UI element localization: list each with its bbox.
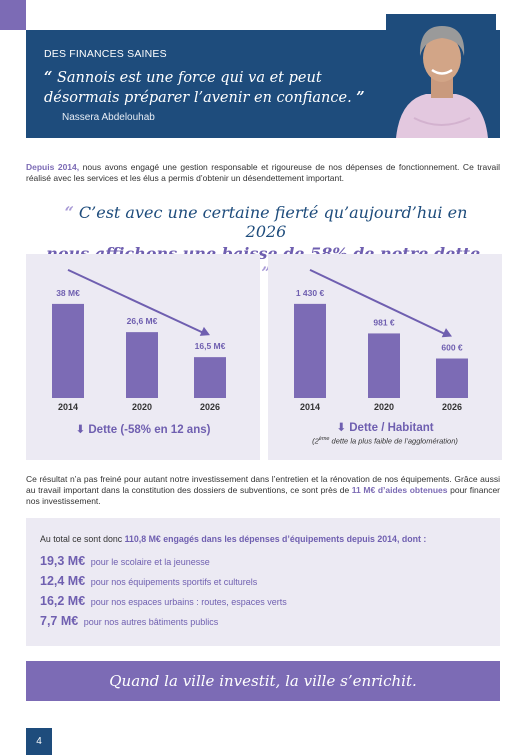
intro-text: nous avons engagé une gestion responsabl… <box>26 162 500 183</box>
trend-arrow-head <box>441 328 452 338</box>
debt-chart-title: Dette (-58% en 12 ans) <box>88 424 211 436</box>
investment-label: pour nos équipements sportifs et culture… <box>90 577 258 587</box>
investment-label: pour le scolaire et la jeunesse <box>90 557 210 567</box>
bar-2014 <box>52 303 84 398</box>
investment-item: 19,3 M€ pour le scolaire et la jeunesse <box>40 554 210 568</box>
data-label: 600 € <box>441 343 463 353</box>
result-paragraph: Ce résultat n’a pas freiné pour autant n… <box>26 474 500 507</box>
debt-per-inhabitant-title: Dette / Habitant <box>349 422 434 434</box>
intro-lead: Depuis 2014, <box>26 162 80 172</box>
trend-arrow-line <box>309 268 447 336</box>
debt-per-inhabitant-caption: ⬇ Dette / Habitant <box>268 420 502 434</box>
tick-label: 2026 <box>442 402 462 412</box>
debt-chart: 38 M€ 2014 26,6 M€ 2020 16,5 M€ 2026 <box>52 268 226 412</box>
debt-per-inhabitant-chart: 1 430 € 2014 981 € 2020 600 € 2026 <box>294 268 468 412</box>
bar-2020 <box>368 333 400 398</box>
investment-label: pour nos espaces urbains : routes, espac… <box>90 597 287 607</box>
highlight-quote-line1: “ C’est avec une certaine fierté qu’aujo… <box>46 203 486 241</box>
highlight-quote-close: ” <box>261 263 271 282</box>
investment-amount: 7,7 M€ <box>40 614 79 628</box>
intro-paragraph: Depuis 2014, nous avons engagé une gesti… <box>26 162 500 184</box>
result-strong: 11 M€ d’aides obtenues <box>351 485 448 495</box>
investment-item: 7,7 M€ pour nos autres bâtiments publics <box>40 614 218 628</box>
tick-label: 2026 <box>200 402 220 412</box>
investment-amount: 12,4 M€ <box>40 574 86 588</box>
down-arrow-icon: ⬇ <box>75 424 86 436</box>
closing-banner: Quand la ville investit, la ville s’enri… <box>26 661 500 701</box>
highlight-quote-line1-text: C’est avec une certaine fierté qu’aujour… <box>78 203 468 241</box>
down-arrow-icon: ⬇ <box>336 422 347 434</box>
bar-2026 <box>194 357 226 398</box>
section-kicker: DES FINANCES SAINES <box>44 48 167 60</box>
bar-2020 <box>126 332 158 398</box>
data-label: 26,6 M€ <box>127 316 158 326</box>
bar-2026 <box>436 358 468 398</box>
investment-label: pour nos autres bâtiments publics <box>83 617 219 627</box>
tick-label: 2014 <box>300 402 320 412</box>
investment-amount: 16,2 M€ <box>40 594 86 608</box>
investment-item: 16,2 M€ pour nos espaces urbains : route… <box>40 594 287 608</box>
result-text: Ce résultat n’a pas freiné pour autant n… <box>26 474 500 495</box>
data-label: 981 € <box>373 317 395 327</box>
investment-totals-box: Au total ce sont donc 110,8 M€ engagés d… <box>26 518 500 646</box>
data-label: 16,5 M€ <box>195 341 226 351</box>
bar-2014 <box>294 303 326 398</box>
data-label: 1 430 € <box>296 288 325 298</box>
subtitle-rank-suffix: ème <box>318 436 330 442</box>
trend-arrow-head <box>199 326 210 336</box>
tick-label: 2020 <box>374 402 394 412</box>
highlight-quote-open: “ <box>64 203 74 222</box>
subtitle-text: dette la plus faible de l’agglomération <box>329 436 456 446</box>
page-number: 4 <box>26 728 52 755</box>
tick-label: 2014 <box>58 402 78 412</box>
debt-chart-caption: ⬇ Dette (-58% en 12 ans) <box>26 422 260 436</box>
totals-lead-text: Au total ce sont donc <box>40 534 125 544</box>
header-quote: “ Sannois est une force qui va et peut d… <box>44 68 374 108</box>
corner-tab <box>0 0 26 30</box>
result-tail: pour financer nos investissement. <box>26 485 500 506</box>
debt-per-inhabitant-panel: 1 430 € 2014 981 € 2020 600 € 2026 ⬇ Dette / … <box>268 254 502 460</box>
totals-lead: Au total ce sont donc 110,8 M€ engagés d… <box>40 534 426 544</box>
investment-amount: 19,3 M€ <box>40 554 86 568</box>
totals-lead-strong: 110,8 M€ engagés dans les dépenses d’équ… <box>124 534 427 544</box>
investment-item: 12,4 M€ pour nos équipements sportifs et… <box>40 574 257 588</box>
debt-per-inhabitant-subtitle: (2ème dette la plus faible de l’agglomér… <box>312 436 458 446</box>
quote-close-mark: ” <box>356 89 365 106</box>
trend-arrow-line <box>67 268 205 335</box>
quote-open-mark: “ <box>44 69 53 86</box>
quote-author: Nassera Abdelouhab <box>62 112 155 123</box>
author-portrait <box>386 14 496 138</box>
header-quote-text: Sannois est une force qui va et peut dés… <box>44 70 352 106</box>
debt-chart-panel: 38 M€ 2014 26,6 M€ 2020 16,5 M€ 2026 ⬇ Dette … <box>26 254 260 460</box>
subtitle-rank: 2 <box>314 436 319 446</box>
tick-label: 2020 <box>132 402 152 412</box>
data-label: 38 M€ <box>56 288 80 298</box>
